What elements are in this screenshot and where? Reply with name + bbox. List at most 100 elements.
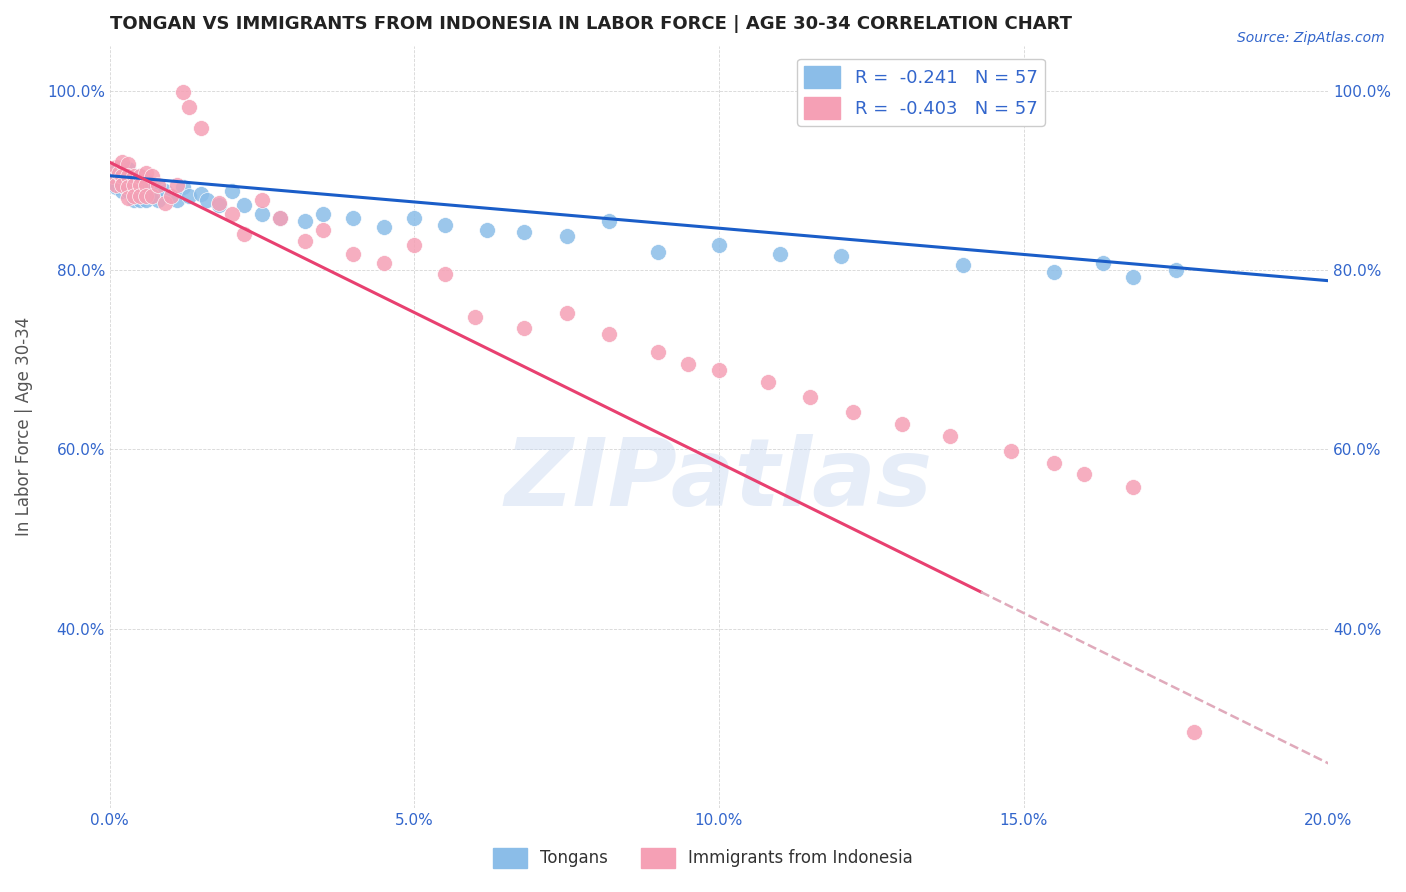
- Point: [433, 268, 456, 282]
- Point: [555, 228, 578, 243]
- Point: [104, 160, 127, 174]
- Point: [148, 178, 170, 192]
- Point: [190, 186, 212, 201]
- Point: [135, 178, 157, 192]
- Point: [769, 246, 792, 260]
- Point: [129, 184, 152, 198]
- Point: [342, 211, 364, 225]
- Point: [101, 169, 124, 183]
- Point: [598, 327, 620, 342]
- Point: [111, 184, 134, 198]
- Point: [250, 207, 273, 221]
- Point: [117, 184, 139, 198]
- Point: [104, 180, 127, 194]
- Point: [342, 246, 364, 260]
- Point: [111, 178, 134, 192]
- Point: [477, 222, 499, 236]
- Text: ZIPatlas: ZIPatlas: [505, 434, 934, 526]
- Point: [647, 345, 669, 359]
- Point: [101, 173, 124, 187]
- Point: [135, 182, 157, 196]
- Point: [232, 198, 254, 212]
- Point: [707, 237, 730, 252]
- Point: [129, 193, 152, 207]
- Point: [117, 157, 139, 171]
- Point: [141, 189, 163, 203]
- Point: [269, 211, 291, 225]
- Point: [108, 169, 131, 183]
- Point: [1000, 444, 1022, 458]
- Point: [117, 191, 139, 205]
- Point: [464, 310, 486, 324]
- Point: [952, 259, 974, 273]
- Point: [111, 155, 134, 169]
- Point: [707, 363, 730, 377]
- Point: [129, 189, 152, 203]
- Point: [141, 189, 163, 203]
- Point: [1122, 480, 1144, 494]
- Point: [404, 237, 426, 252]
- Legend: R =  -0.241   N = 57, R =  -0.403   N = 57: R = -0.241 N = 57, R = -0.403 N = 57: [797, 59, 1045, 126]
- Point: [111, 160, 134, 174]
- Point: [129, 178, 152, 192]
- Point: [221, 207, 243, 221]
- Point: [294, 234, 316, 248]
- Point: [122, 169, 145, 183]
- Point: [122, 178, 145, 192]
- Point: [830, 250, 852, 264]
- Point: [799, 390, 821, 404]
- Point: [108, 166, 131, 180]
- Point: [135, 193, 157, 207]
- Point: [208, 198, 231, 212]
- Point: [939, 429, 962, 443]
- Point: [555, 306, 578, 320]
- Point: [153, 195, 176, 210]
- Point: [122, 189, 145, 203]
- Point: [678, 357, 700, 371]
- Point: [172, 180, 194, 194]
- Point: [122, 193, 145, 207]
- Point: [104, 178, 127, 192]
- Point: [890, 417, 912, 432]
- Point: [373, 219, 395, 234]
- Point: [1122, 270, 1144, 285]
- Point: [166, 178, 188, 192]
- Point: [129, 169, 152, 183]
- Point: [598, 213, 620, 227]
- Legend: Tongans, Immigrants from Indonesia: Tongans, Immigrants from Indonesia: [486, 841, 920, 875]
- Point: [141, 180, 163, 194]
- Y-axis label: In Labor Force | Age 30-34: In Labor Force | Age 30-34: [15, 318, 32, 536]
- Point: [153, 184, 176, 198]
- Point: [404, 211, 426, 225]
- Point: [135, 189, 157, 203]
- Point: [513, 225, 536, 239]
- Point: [208, 195, 231, 210]
- Point: [117, 180, 139, 194]
- Point: [1182, 724, 1205, 739]
- Point: [195, 193, 218, 207]
- Point: [1091, 256, 1114, 270]
- Point: [250, 193, 273, 207]
- Point: [756, 375, 779, 389]
- Point: [117, 169, 139, 183]
- Point: [122, 180, 145, 194]
- Point: [104, 164, 127, 178]
- Point: [166, 193, 188, 207]
- Point: [269, 211, 291, 225]
- Point: [312, 222, 335, 236]
- Point: [129, 178, 152, 192]
- Point: [232, 227, 254, 241]
- Text: Source: ZipAtlas.com: Source: ZipAtlas.com: [1237, 31, 1385, 45]
- Point: [117, 178, 139, 192]
- Point: [294, 213, 316, 227]
- Point: [172, 85, 194, 99]
- Point: [159, 189, 181, 203]
- Point: [433, 218, 456, 232]
- Point: [1043, 456, 1066, 470]
- Point: [129, 169, 152, 183]
- Point: [373, 256, 395, 270]
- Point: [111, 178, 134, 192]
- Point: [111, 169, 134, 183]
- Point: [148, 178, 170, 192]
- Point: [111, 173, 134, 187]
